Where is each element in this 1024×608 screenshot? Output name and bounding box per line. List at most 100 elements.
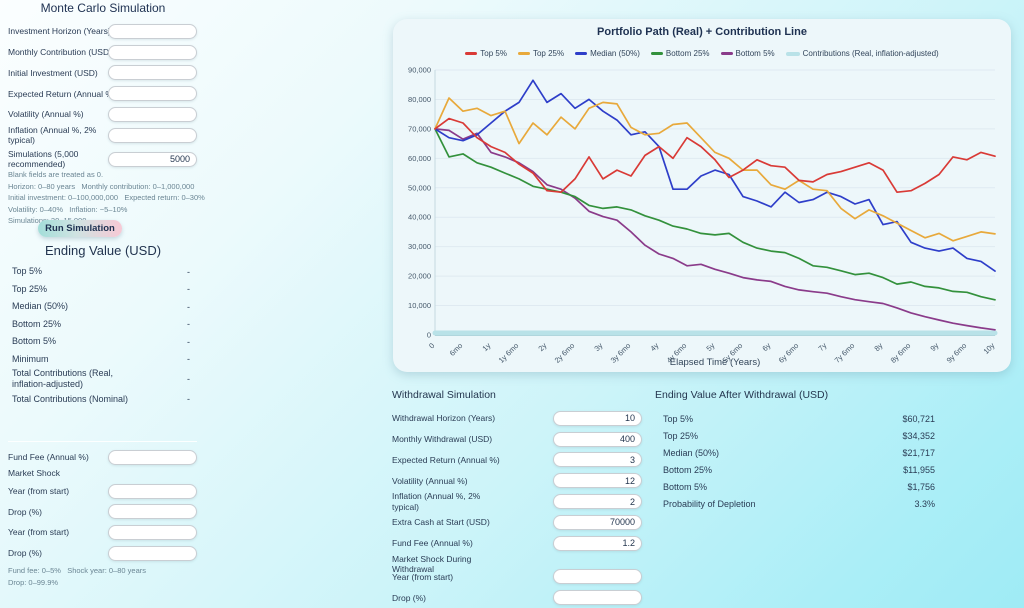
- hint-line: Drop: 0–99.9%: [8, 577, 59, 587]
- wd-expected-return-input[interactable]: [553, 452, 642, 468]
- shock-drop-1-input[interactable]: [108, 504, 197, 520]
- extra-cash-at-start-input[interactable]: [553, 514, 642, 530]
- legend-label: Top 25%: [532, 49, 565, 58]
- series-line-top-5-: [434, 117, 996, 194]
- legend-item[interactable]: Bottom 25%: [650, 49, 710, 58]
- wd-fund-fee-row: Fund Fee (Annual %): [392, 533, 642, 554]
- shock-year-1-row: Year (from start): [8, 481, 197, 502]
- hint-line: Blank fields are treated as 0.: [8, 170, 104, 179]
- monthly-withdrawal-row: Monthly Withdrawal (USD): [392, 429, 642, 450]
- withdrawal-shock-heading: Market Shock During Withdrawal: [392, 553, 472, 574]
- withdrawal-horizon-row: Withdrawal Horizon (Years): [392, 408, 642, 429]
- result-row-value: -: [187, 374, 190, 385]
- shock-drop-2-row: Drop (%): [8, 543, 197, 564]
- x-axis-tick-label: 1y: [480, 341, 492, 353]
- wd-shock-year-input[interactable]: [553, 569, 642, 585]
- result-row: Median (50%) -: [12, 298, 190, 316]
- after-withdrawal-row: Bottom 25% $11,955: [663, 461, 935, 478]
- expected-return-label: Expected Return (Annual %): [8, 88, 116, 99]
- shock-drop-2-label: Drop (%): [8, 547, 43, 558]
- result-row-value: -: [187, 354, 190, 365]
- monthly-withdrawal-label: Monthly Withdrawal (USD): [392, 434, 493, 445]
- legend-swatch-icon: [720, 52, 733, 55]
- y-axis-tick-label: 60,000: [408, 154, 431, 163]
- wd-expected-return-row: Expected Return (Annual %): [392, 450, 642, 471]
- monthly-withdrawal-input[interactable]: [553, 431, 642, 447]
- legend-item[interactable]: Top 5%: [465, 49, 507, 58]
- result-row-value: -: [187, 336, 190, 347]
- ending-value-heading: Ending Value (USD): [44, 243, 162, 258]
- wd-shock-drop-input[interactable]: [553, 590, 642, 606]
- wd-expected-return-label: Expected Return (Annual %): [392, 454, 500, 465]
- y-axis-tick-label: 0: [427, 331, 431, 340]
- y-axis-tick-label: 80,000: [408, 95, 431, 104]
- fund-fee-row: Fund Fee (Annual %): [8, 447, 197, 468]
- market-shock-heading: Market Shock: [8, 468, 60, 478]
- wd-shock-drop-row: Drop (%): [392, 587, 642, 608]
- y-axis-tick-label: 30,000: [408, 242, 431, 251]
- legend-item[interactable]: Contributions (Real, inflation-adjusted): [785, 49, 939, 58]
- wd-inflation-row: Inflation (Annual %, 2% typical): [392, 491, 642, 512]
- series-line-bottom-5-: [434, 128, 996, 331]
- withdrawal-horizon-input[interactable]: [553, 410, 642, 426]
- result-row: Bottom 25% -: [12, 316, 190, 334]
- run-simulation-button[interactable]: Run Simulation: [38, 220, 122, 237]
- x-axis-tick-label: 0: [427, 341, 436, 350]
- x-axis-tick-label: 7y 6mo: [833, 341, 857, 365]
- fund-fee-label: Fund Fee (Annual %): [8, 452, 89, 463]
- shock-drop-2-input[interactable]: [108, 545, 197, 561]
- after-withdrawal-row: Top 25% $34,352: [663, 427, 935, 444]
- volatility-row: Volatility (Annual %): [8, 104, 197, 125]
- shock-drop-1-row: Drop (%): [8, 502, 197, 523]
- series-line-bottom-25-: [434, 128, 996, 301]
- investment-horizon-row: Investment Horizon (Years): [8, 21, 197, 42]
- shock-year-2-input[interactable]: [108, 524, 197, 540]
- result-row-label: Bottom 25%: [12, 318, 62, 329]
- inflation-input[interactable]: [108, 127, 197, 143]
- legend-label: Median (50%): [590, 49, 640, 58]
- volatility-label: Volatility (Annual %): [8, 109, 84, 120]
- legend-item[interactable]: Top 25%: [517, 49, 565, 58]
- x-axis-title: Elapsed Time (Years): [670, 357, 760, 368]
- x-axis-tick-label: 4y: [648, 341, 660, 353]
- investment-horizon-input[interactable]: [108, 23, 197, 39]
- legend-label: Bottom 25%: [665, 49, 710, 58]
- initial-investment-input[interactable]: [108, 65, 197, 81]
- fund-fee-input[interactable]: [108, 450, 197, 465]
- wd-inflation-input[interactable]: [553, 494, 642, 510]
- volatility-input[interactable]: [108, 107, 197, 123]
- monte-carlo-form: Investment Horizon (Years) Monthly Contri…: [8, 21, 197, 173]
- legend-swatch-icon: [650, 52, 663, 55]
- x-axis-tick-label: 1y 6mo: [497, 341, 521, 365]
- result-row-value: -: [187, 301, 190, 312]
- result-row-label: Median (50%): [12, 301, 69, 312]
- x-axis-tick-label: 6y: [760, 341, 772, 353]
- legend-label: Top 5%: [480, 49, 507, 58]
- simulations-input[interactable]: [108, 151, 197, 167]
- wd-fund-fee-input[interactable]: [553, 535, 642, 551]
- legend-item[interactable]: Bottom 5%: [720, 49, 775, 58]
- extra-cash-at-start-label: Extra Cash at Start (USD): [392, 517, 490, 528]
- result-row-label: Top 25%: [12, 283, 48, 294]
- expected-return-input[interactable]: [108, 86, 197, 102]
- result-row-label: Minimum: [12, 353, 49, 364]
- result-row: Bottom 5% -: [12, 333, 190, 351]
- result-row: Total Contributions (Nominal) -: [12, 391, 190, 409]
- series-line-top-25-: [434, 97, 996, 242]
- x-axis-tick-label: 5y: [704, 341, 716, 353]
- legend-label: Contributions (Real, inflation-adjusted): [802, 49, 939, 58]
- extra-cash-at-start-row: Extra Cash at Start (USD): [392, 512, 642, 533]
- monthly-contribution-input[interactable]: [108, 44, 197, 60]
- x-axis-tick-label: 9y: [928, 341, 940, 353]
- wd-volatility-input[interactable]: [553, 473, 642, 489]
- result-row: Total Contributions (Real, inflation-adj…: [12, 368, 190, 391]
- hint-line: Initial investment: 0–100,000,000 Expect…: [8, 193, 205, 202]
- legend-item[interactable]: Median (50%): [575, 49, 640, 58]
- fee-shock-hints: Fund fee: 0–5% Shock year: 0–80 years Dro…: [8, 565, 208, 588]
- shock-year-1-label: Year (from start): [8, 486, 70, 497]
- y-axis-tick-label: 20,000: [408, 272, 431, 281]
- result-row-label: Top 5%: [12, 266, 43, 277]
- wd-inflation-label: Inflation (Annual %, 2% typical): [392, 491, 481, 512]
- shock-year-1-input[interactable]: [108, 483, 197, 499]
